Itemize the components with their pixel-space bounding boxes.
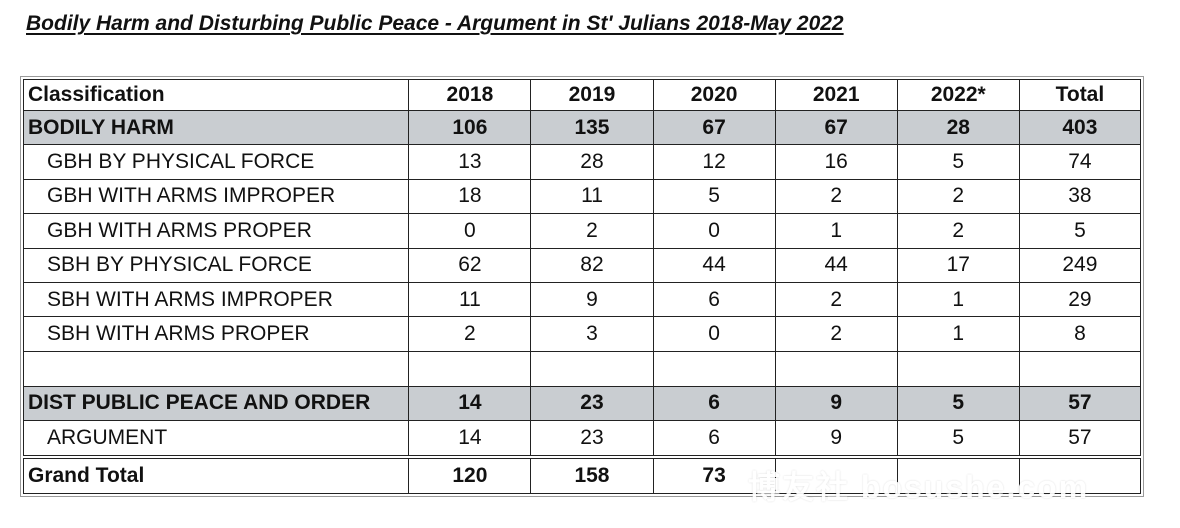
table-row: SBH BY PHYSICAL FORCE 62 82 44 44 17 249 <box>22 247 1142 283</box>
cell-2019: 11 <box>530 178 654 215</box>
cell-total: 403 <box>1018 109 1142 146</box>
header-total: Total <box>1018 79 1142 111</box>
row-label: SBH WITH ARMS IMPROPER <box>22 281 410 318</box>
cell-2018: 2 <box>408 316 532 352</box>
cell-2020: 6 <box>652 281 776 318</box>
cell-total: 5 <box>1018 213 1142 249</box>
cell-2019: 2 <box>530 213 654 249</box>
header-2022: 2022* <box>896 79 1020 111</box>
table-row: BODILY HARM 106 135 67 67 28 403 <box>22 109 1142 146</box>
cell-total: 8 <box>1018 316 1142 352</box>
cell-2018: 120 <box>408 454 532 494</box>
table-row: SBH WITH ARMS IMPROPER 11 9 6 2 1 29 <box>22 281 1142 318</box>
cell-2018: 13 <box>408 144 532 180</box>
table-row: SBH WITH ARMS PROPER 2 3 0 2 1 8 <box>22 316 1142 352</box>
cell-2019: 3 <box>530 316 654 352</box>
cell-2018: 11 <box>408 281 532 318</box>
cell-2022: 17 <box>896 247 1020 283</box>
header-classification: Classification <box>22 79 410 111</box>
header-2018: 2018 <box>408 79 532 111</box>
cell-2018: 14 <box>408 385 532 422</box>
cell-2020: 0 <box>652 316 776 352</box>
data-table-container: Classification 2018 2019 2020 2021 2022*… <box>20 76 1144 497</box>
cell-total: 249 <box>1018 247 1142 283</box>
cell-2021: 44 <box>774 247 898 283</box>
cell-2020: 5 <box>652 178 776 215</box>
cell-2022: 28 <box>896 109 1020 146</box>
row-label: BODILY HARM <box>22 109 410 146</box>
page-title: Bodily Harm and Disturbing Public Peace … <box>26 12 844 35</box>
empty-cell <box>896 350 1020 387</box>
table-row: DIST PUBLIC PEACE AND ORDER 14 23 6 9 5 … <box>22 385 1142 422</box>
watermark: 博友社 bosushe.com <box>748 469 1090 505</box>
header-2020: 2020 <box>652 79 776 111</box>
cell-2021: 9 <box>774 385 898 422</box>
cell-2019: 158 <box>530 454 654 494</box>
row-label: GBH WITH ARMS PROPER <box>22 213 410 249</box>
table-row: GBH WITH ARMS PROPER 0 2 0 1 2 5 <box>22 213 1142 249</box>
cell-2018: 0 <box>408 213 532 249</box>
cell-2020: 12 <box>652 144 776 180</box>
cell-2018: 106 <box>408 109 532 146</box>
empty-cell <box>774 350 898 387</box>
cell-2019: 28 <box>530 144 654 180</box>
row-label: SBH BY PHYSICAL FORCE <box>22 247 410 283</box>
cell-total <box>1018 454 1142 494</box>
statistics-table: Classification 2018 2019 2020 2021 2022*… <box>22 79 1142 494</box>
cell-2020: 6 <box>652 385 776 422</box>
empty-cell <box>22 350 410 387</box>
cell-2021: 2 <box>774 316 898 352</box>
cell-2019: 23 <box>530 419 654 458</box>
table-row: GBH BY PHYSICAL FORCE 13 28 12 16 5 74 <box>22 144 1142 180</box>
row-label: Grand Total <box>22 454 410 494</box>
row-label: SBH WITH ARMS PROPER <box>22 316 410 352</box>
cell-2021: 1 <box>774 213 898 249</box>
header-2019: 2019 <box>530 79 654 111</box>
cell-total: 38 <box>1018 178 1142 215</box>
cell-2022: 2 <box>896 213 1020 249</box>
cell-2022: 1 <box>896 281 1020 318</box>
cell-2019: 82 <box>530 247 654 283</box>
cell-2018: 14 <box>408 419 532 458</box>
cell-2022: 2 <box>896 178 1020 215</box>
cell-2022: 5 <box>896 419 1020 458</box>
row-label: GBH BY PHYSICAL FORCE <box>22 144 410 180</box>
table-row: ARGUMENT 14 23 6 9 5 57 <box>22 419 1142 458</box>
cell-2021: 67 <box>774 109 898 146</box>
header-2021: 2021 <box>774 79 898 111</box>
cell-total: 57 <box>1018 385 1142 422</box>
cell-2021: 16 <box>774 144 898 180</box>
cell-2020: 0 <box>652 213 776 249</box>
cell-2019: 135 <box>530 109 654 146</box>
cell-2019: 9 <box>530 281 654 318</box>
cell-2021: 9 <box>774 419 898 458</box>
cell-2021: 2 <box>774 281 898 318</box>
cell-2020: 73 <box>652 454 776 494</box>
cell-total: 74 <box>1018 144 1142 180</box>
row-label: ARGUMENT <box>22 419 410 458</box>
cell-2021: 2 <box>774 178 898 215</box>
row-label: DIST PUBLIC PEACE AND ORDER <box>22 385 410 422</box>
cell-2018: 18 <box>408 178 532 215</box>
table-header-row: Classification 2018 2019 2020 2021 2022*… <box>22 79 1142 111</box>
cell-2020: 44 <box>652 247 776 283</box>
cell-total: 29 <box>1018 281 1142 318</box>
cell-2020: 6 <box>652 419 776 458</box>
cell-2018: 62 <box>408 247 532 283</box>
cell-total: 57 <box>1018 419 1142 458</box>
empty-row <box>22 350 1142 387</box>
empty-cell <box>408 350 532 387</box>
cell-2019: 23 <box>530 385 654 422</box>
cell-2022: 1 <box>896 316 1020 352</box>
cell-2022: 5 <box>896 385 1020 422</box>
row-label: GBH WITH ARMS IMPROPER <box>22 178 410 215</box>
empty-cell <box>652 350 776 387</box>
grand-total-row: Grand Total 120 158 73 <box>22 454 1142 494</box>
cell-2020: 67 <box>652 109 776 146</box>
empty-cell <box>530 350 654 387</box>
empty-cell <box>1018 350 1142 387</box>
cell-2022: 5 <box>896 144 1020 180</box>
table-row: GBH WITH ARMS IMPROPER 18 11 5 2 2 38 <box>22 178 1142 215</box>
